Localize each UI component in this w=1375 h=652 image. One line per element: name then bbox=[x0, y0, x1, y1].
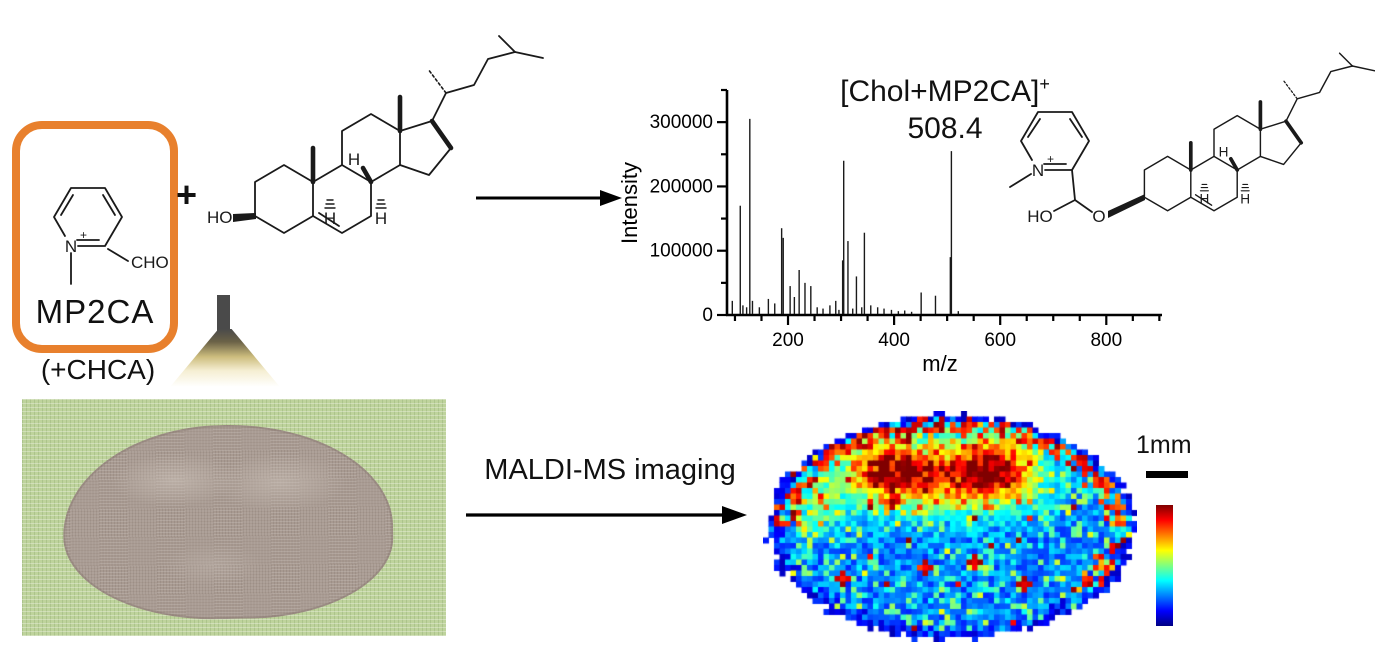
reagent-box: N + CHO MP2CA bbox=[12, 121, 178, 353]
charge-label: + bbox=[80, 228, 87, 242]
svg-text:400: 400 bbox=[878, 330, 910, 351]
charge-label: + bbox=[1047, 152, 1054, 166]
svg-text:600: 600 bbox=[984, 330, 1016, 351]
reaction-arrow bbox=[476, 190, 622, 206]
svg-text:Intensity: Intensity bbox=[617, 162, 642, 244]
scale-bar bbox=[1146, 471, 1188, 478]
hydroxyl-label: HO bbox=[207, 208, 233, 227]
svg-text:m/z: m/z bbox=[922, 351, 957, 376]
spectrum-title: [Chol+MP2CA]+ 508.4 bbox=[780, 66, 1110, 147]
maldi-arrow bbox=[466, 506, 747, 524]
svg-text:100000: 100000 bbox=[650, 241, 713, 262]
svg-text:800: 800 bbox=[1090, 330, 1122, 351]
spectrum-title-charge: + bbox=[1039, 74, 1050, 94]
spectrum-peak-value: 508.4 bbox=[907, 112, 983, 145]
chca-label: (+CHCA) bbox=[40, 354, 156, 385]
sprayer-nozzle bbox=[217, 295, 230, 331]
tissue-photo bbox=[22, 399, 446, 636]
ether-oxygen-label: O bbox=[1092, 207, 1105, 226]
nitrogen-label: N bbox=[65, 237, 77, 256]
tissue-section bbox=[61, 422, 395, 622]
figure-canvas: N + CHO MP2CA (+CHCA) + HO 0 100000 200000… bbox=[0, 18, 1375, 652]
svg-text:200: 200 bbox=[772, 330, 804, 351]
svg-text:200000: 200000 bbox=[650, 176, 713, 197]
mass-spectrum-plot: 0 100000 200000 300000 200 400 600 800 Intensity… bbox=[617, 88, 1162, 376]
svg-text:0: 0 bbox=[702, 305, 713, 326]
mp2ca-structure: N + CHO bbox=[53, 187, 169, 285]
maldi-label: MALDI-MS imaging bbox=[484, 454, 736, 486]
cho-label: CHO bbox=[131, 253, 169, 272]
product-structure: N + HO O bbox=[1009, 51, 1375, 226]
plus-sign: + bbox=[176, 174, 198, 215]
colorbar bbox=[1156, 505, 1173, 626]
spectrum-title-text: [Chol+MP2CA] bbox=[840, 75, 1040, 108]
ms-image-canvas bbox=[763, 411, 1137, 642]
nitrogen-label: N bbox=[1032, 161, 1044, 180]
mp2ca-label: MP2CA bbox=[35, 293, 155, 330]
scale-bar-label: 1mm bbox=[1136, 431, 1192, 459]
spray-cone bbox=[170, 329, 280, 387]
svg-text:300000: 300000 bbox=[650, 112, 713, 133]
hydroxyl-label: HO bbox=[1027, 207, 1053, 226]
cholesterol-structure: HO bbox=[207, 18, 548, 255]
